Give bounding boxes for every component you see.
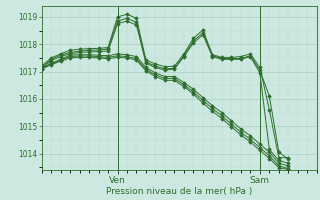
X-axis label: Pression niveau de la mer( hPa ): Pression niveau de la mer( hPa ) xyxy=(106,187,252,196)
